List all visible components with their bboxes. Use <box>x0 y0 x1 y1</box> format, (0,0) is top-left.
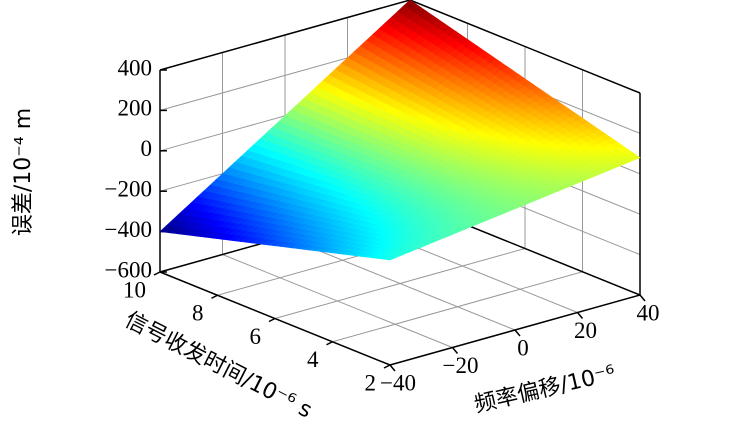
tick-mark <box>383 364 391 369</box>
z-tick-label: 400 <box>118 55 153 80</box>
z-axis-title: 误差/10⁻⁴ m <box>11 108 36 236</box>
axis-edge <box>409 0 641 94</box>
tick-mark <box>639 294 646 302</box>
x-axis-title: 频率偏移/10⁻⁶ <box>472 361 618 418</box>
z-tick-label: −200 <box>105 176 152 201</box>
x-tick-label: 20 <box>574 318 597 343</box>
tick-mark <box>211 294 218 299</box>
y-axis-title: 信号收发时间/10⁻⁶ s <box>121 308 316 424</box>
y-tick-label: 10 <box>123 277 146 302</box>
y-tick-label: 8 <box>192 301 204 326</box>
tick-mark <box>576 312 584 319</box>
axis-edge <box>389 294 641 366</box>
axis-edge <box>159 271 391 366</box>
y-tick-label: 4 <box>307 347 319 372</box>
axis-edge <box>159 0 411 71</box>
tick-mark <box>389 364 396 372</box>
z-tick-label: 0 <box>141 136 153 161</box>
y-tick-label: 6 <box>250 324 262 349</box>
z-tick-label: −600 <box>105 257 152 282</box>
tick-mark <box>326 341 333 346</box>
z-tick-label: 200 <box>118 96 153 121</box>
z-tick-label: −400 <box>105 217 152 242</box>
tick-mark <box>153 271 161 276</box>
tick-mark <box>268 317 276 323</box>
grid-line <box>274 248 526 319</box>
surface <box>159 0 641 261</box>
x-tick-label: −40 <box>380 370 416 395</box>
grid-line <box>332 271 583 343</box>
tick-mark <box>451 347 459 354</box>
x-tick-label: 0 <box>517 335 529 360</box>
x-tick-label: 40 <box>637 300 660 325</box>
tick-mark <box>514 329 521 337</box>
surface-patch <box>383 256 398 261</box>
y-tick-label: 2 <box>365 370 377 395</box>
x-tick-label: −20 <box>443 353 479 378</box>
